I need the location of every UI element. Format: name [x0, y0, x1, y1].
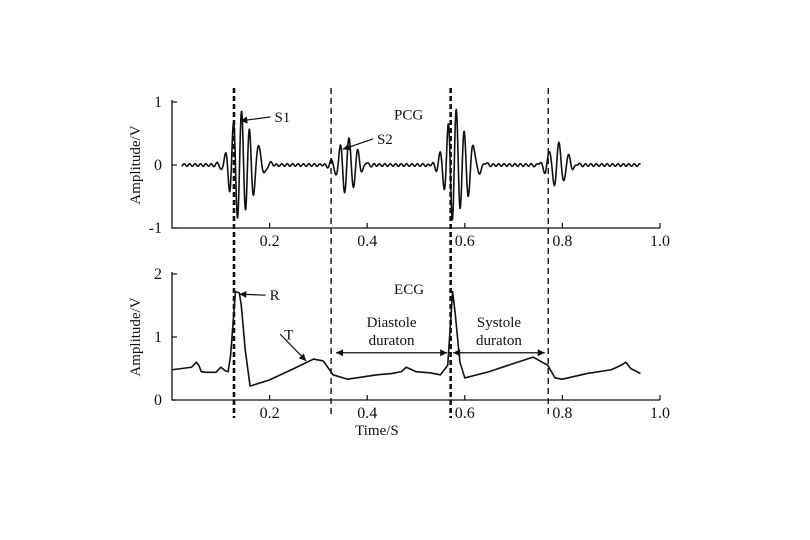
- ecg-annotation-label: R: [270, 288, 280, 304]
- pcg-x-tick-label: 1.0: [650, 233, 670, 250]
- pcg-y-tick-label: 0: [154, 157, 162, 174]
- ecg-series-label: ECG: [394, 282, 424, 298]
- interval-arrowhead-left: [453, 349, 461, 357]
- pcg-series-label: PCG: [394, 108, 423, 124]
- pcg-panel: 0.2 0.4 0.6 0.8 1.0 1 0 -1 Amplitude/V PCG S1 S2: [128, 94, 670, 250]
- ecg-panel: 0.2 0.4 0.6 0.8 1.0 2 1 0 Amplitude/V ECG R T Dia…: [128, 266, 670, 439]
- pcg-annotation-arrowhead: [240, 116, 248, 124]
- pcg-annotations: S1 S2: [240, 110, 393, 151]
- pcg-ticks: 0.2 0.4 0.6 0.8 1.0 1 0 -1: [149, 94, 670, 250]
- pcg-x-tick-label: 0.8: [552, 233, 572, 250]
- interval-arrowhead-right: [440, 349, 448, 357]
- ecg-y-tick-label: 2: [154, 266, 162, 283]
- ecg-y-axis-label: Amplitude/V: [128, 297, 144, 376]
- ecg-x-tick-label: 1.0: [650, 405, 670, 422]
- ecg-y-tick-label: 0: [154, 392, 162, 409]
- interval-label-line1: Diastole: [367, 315, 417, 331]
- pcg-y-tick-label: -1: [149, 220, 162, 237]
- ecg-ticks: 0.2 0.4 0.6 0.8 1.0 2 1 0: [154, 266, 670, 422]
- ecg-annotation-label: T: [284, 327, 293, 343]
- pcg-x-tick-label: 0.2: [260, 233, 280, 250]
- pcg-y-axis-label: Amplitude/V: [128, 125, 144, 204]
- ecg-annotation-arrowhead: [298, 353, 307, 361]
- interval-label-line1: Systole: [477, 315, 522, 331]
- ecg-x-tick-label: 0.4: [357, 405, 377, 422]
- ecg-y-tick-label: 1: [154, 329, 162, 346]
- ecg-series-line: [171, 290, 641, 387]
- ecg-annotation-arrowhead: [239, 290, 247, 298]
- pcg-annotation-label: S2: [377, 132, 393, 148]
- interval-label-line2: duraton: [476, 333, 522, 349]
- pcg-x-tick-label: 0.4: [357, 233, 377, 250]
- interval-arrowhead-left: [336, 349, 344, 357]
- interval-label-line2: duraton: [369, 333, 415, 349]
- ecg-annotations: R T Diastole duraton Systole duraton: [239, 288, 545, 362]
- pcg-annotation-arrowhead: [342, 143, 351, 151]
- phase-marker-lines: [232, 88, 549, 418]
- ecg-x-tick-label: 0.8: [552, 405, 572, 422]
- ecg-x-tick-label: 0.6: [455, 405, 475, 422]
- ecg-x-tick-label: 0.2: [260, 405, 280, 422]
- x-axis-label: Time/S: [355, 423, 399, 439]
- interval-arrowhead-right: [537, 349, 545, 357]
- pcg-series-line: [181, 108, 642, 221]
- pcg-y-tick-label: 1: [154, 94, 162, 111]
- pcg-x-tick-label: 0.6: [455, 233, 475, 250]
- pcg-annotation-label: S1: [274, 110, 290, 126]
